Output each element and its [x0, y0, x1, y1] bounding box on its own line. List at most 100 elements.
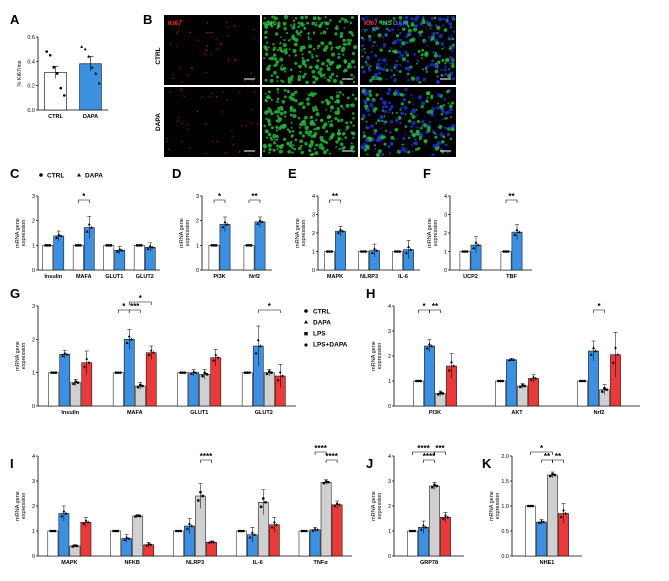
tissue-spot [442, 135, 446, 139]
tissue-spot [341, 138, 344, 141]
tissue-spot [412, 103, 414, 106]
tissue-spot [424, 67, 428, 70]
tissue-spot [267, 132, 272, 137]
tissue-spot [330, 72, 335, 77]
tissue-spot [415, 147, 418, 151]
y-tick-label: 4 [312, 194, 315, 200]
tissue-spot [176, 32, 178, 34]
tissue-spot [393, 40, 398, 45]
tissue-spot [374, 111, 377, 114]
tissue-spot [298, 64, 302, 69]
legend-label-dapa: DAPA [313, 320, 331, 327]
tissue-spot [283, 15, 289, 20]
tissue-spot [187, 128, 189, 130]
data-point [276, 378, 280, 382]
tissue-spot [206, 31, 208, 33]
tissue-spot [263, 124, 267, 128]
category-label: MAPK [327, 274, 343, 280]
y-axis-label: mRNA gene [15, 341, 21, 371]
tissue-spot [289, 113, 293, 117]
data-point [192, 370, 196, 373]
data-point [560, 515, 563, 519]
data-point [55, 72, 59, 75]
data-point [210, 540, 213, 544]
data-point [97, 81, 101, 85]
tissue-spot [264, 92, 267, 95]
data-point [504, 250, 508, 253]
tissue-spot [350, 145, 355, 150]
tissue-spot [277, 116, 280, 119]
tissue-spot [286, 128, 290, 132]
tissue-spot [298, 146, 302, 151]
tissue-spot [267, 118, 271, 123]
tissue-spot [345, 121, 349, 125]
significance-bracket [329, 199, 341, 203]
tissue-spot [437, 54, 442, 59]
tissue-spot [449, 137, 453, 141]
tissue-spot [422, 123, 428, 128]
tissue-spot [328, 41, 333, 46]
tissue-spot [401, 143, 404, 146]
tissue-spot [448, 68, 451, 71]
tissue-spot [266, 66, 270, 70]
tissue-spot [264, 98, 268, 102]
tissue-spot [275, 60, 279, 64]
data-point [79, 244, 82, 247]
data-point [210, 244, 214, 247]
tissue-spot [281, 125, 286, 129]
bar [206, 542, 217, 557]
tissue-spot [394, 118, 399, 123]
data-point [250, 530, 254, 534]
tissue-spot [416, 119, 420, 124]
tissue-spot [451, 64, 455, 69]
tissue-spot [307, 38, 310, 41]
tissue-spot [268, 147, 272, 152]
tissue-spot [411, 108, 416, 113]
tissue-spot [181, 19, 183, 21]
tissue-spot [266, 41, 269, 44]
data-point [499, 379, 502, 383]
tissue-spot [433, 16, 437, 20]
tissue-spot [310, 134, 314, 138]
tissue-spot [325, 141, 329, 145]
tissue-spot [312, 122, 316, 126]
data-point [592, 346, 595, 350]
data-point [212, 540, 215, 544]
tissue-spot [403, 149, 407, 154]
bar [506, 359, 517, 407]
tissue-spot [430, 34, 434, 38]
data-point [452, 364, 455, 368]
tissue-spot [313, 147, 317, 151]
tissue-spot [286, 31, 289, 35]
tissue-spot [289, 140, 293, 144]
bar [335, 230, 346, 271]
tissue-spot [187, 74, 189, 76]
legend-label-dapa: DAPA [85, 173, 103, 180]
tissue-spot [306, 58, 310, 62]
tissue-spot [325, 108, 328, 111]
tissue-spot [280, 146, 283, 149]
tissue-spot [288, 95, 292, 99]
data-point [139, 383, 142, 387]
data-point [360, 250, 363, 253]
tissue-spot [169, 43, 171, 45]
data-point [474, 240, 478, 244]
tissue-spot [407, 136, 411, 140]
tissue-spot [290, 82, 292, 84]
data-point [74, 244, 78, 247]
tissue-spot [334, 116, 338, 121]
tissue-spot [384, 104, 388, 109]
tissue-spot [263, 149, 266, 153]
significance-label: **** [423, 452, 436, 461]
tissue-spot [337, 136, 341, 141]
y-axis-label: expression [21, 493, 27, 520]
tissue-spot [312, 32, 315, 35]
tissue-spot [297, 75, 302, 79]
tissue-spot [391, 112, 394, 114]
data-point [335, 502, 339, 506]
category-label: IL-6 [253, 560, 263, 566]
data-point [415, 379, 418, 383]
tissue-spot [301, 56, 304, 60]
tissue-spot [365, 107, 371, 113]
tissue-spot [451, 62, 455, 65]
